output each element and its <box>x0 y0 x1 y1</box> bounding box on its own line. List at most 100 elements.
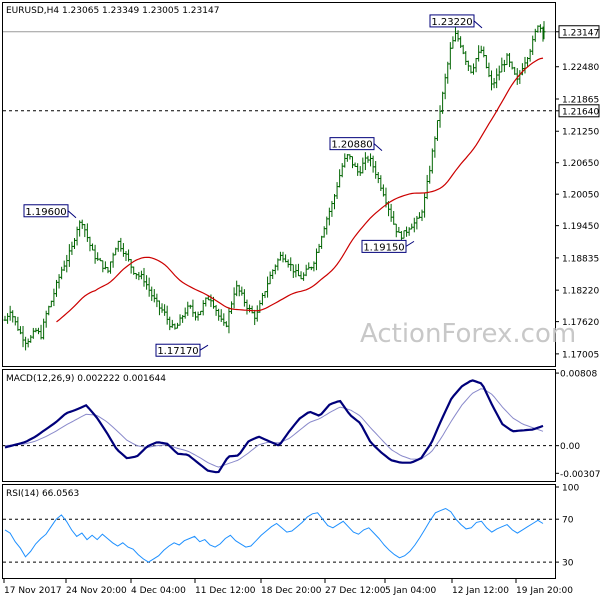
price-bar <box>83 223 87 238</box>
price-bar <box>487 62 491 78</box>
price-bar <box>78 220 82 237</box>
price-bar <box>44 310 48 328</box>
rsi-panel-frame <box>2 484 556 579</box>
price-bar <box>317 243 321 253</box>
price-callout: 1.23220 <box>429 14 483 29</box>
price-bar <box>70 241 74 255</box>
price-bar <box>495 68 499 89</box>
price-axis-tick: 1.21865 <box>555 95 599 105</box>
price-bar <box>39 324 43 340</box>
svg-text:0.00: 0.00 <box>560 442 580 452</box>
price-bar <box>103 261 107 270</box>
price-bar <box>183 307 187 319</box>
price-bar <box>219 309 223 322</box>
price-bar <box>428 165 432 184</box>
price-axis-tick: 1.18220 <box>555 287 599 297</box>
price-bar <box>165 305 169 325</box>
price-bar <box>232 287 236 309</box>
price-bar <box>217 308 221 321</box>
svg-text:19 Jan 20:00: 19 Jan 20:00 <box>516 586 573 596</box>
price-bar <box>332 193 336 210</box>
price-bar <box>490 70 494 91</box>
price-bar <box>459 36 463 48</box>
price-bar <box>402 230 406 239</box>
price-bar <box>343 153 347 168</box>
price-bar <box>407 227 411 236</box>
price-axis-marker: 1.21640 <box>555 104 600 118</box>
price-bar <box>96 252 100 261</box>
price-bar <box>502 59 506 72</box>
price-bar <box>242 289 246 307</box>
macd-signal-line <box>4 388 544 468</box>
price-bar <box>430 148 434 174</box>
price-axis-tick: 1.20650 <box>555 159 599 169</box>
price-bar <box>230 301 234 315</box>
rsi-panel-title: RSI(14) 66.0563 <box>6 489 79 499</box>
svg-text:1.19450: 1.19450 <box>562 222 599 232</box>
price-bar <box>8 305 12 321</box>
price-bar <box>271 269 275 279</box>
svg-text:18 Dec 20:00: 18 Dec 20:00 <box>261 586 322 596</box>
price-bar <box>175 322 179 329</box>
svg-text:1.19150: 1.19150 <box>363 242 404 253</box>
svg-text:-0.003078: -0.003078 <box>560 470 600 480</box>
price-bar <box>438 105 442 128</box>
svg-text:1.20880: 1.20880 <box>331 140 372 151</box>
price-bar <box>448 42 452 70</box>
price-bar <box>16 316 20 331</box>
price-bar <box>75 226 79 246</box>
price-callout: 1.17170 <box>155 343 209 357</box>
svg-text:24 Nov 20:00: 24 Nov 20:00 <box>66 586 127 596</box>
svg-text:1.18835: 1.18835 <box>562 254 599 264</box>
price-bar <box>150 286 154 301</box>
price-bar <box>127 249 131 262</box>
price-bar <box>423 193 427 218</box>
svg-text:30: 30 <box>562 559 574 569</box>
price-bar <box>340 163 344 178</box>
price-bar <box>325 216 329 235</box>
price-bar <box>13 316 17 326</box>
price-bar <box>47 305 51 316</box>
svg-text:70: 70 <box>562 516 574 526</box>
price-bar <box>312 261 316 272</box>
price-bar <box>178 314 182 326</box>
price-bar <box>531 35 535 55</box>
price-bar <box>145 275 149 290</box>
price-bar <box>199 310 203 316</box>
price-bar <box>304 264 308 277</box>
macd-axis-tick: 0.00 <box>555 442 580 452</box>
price-bar <box>466 60 470 72</box>
price-bar <box>248 304 252 313</box>
time-axis-tick: 12 Jan 12:00 <box>451 579 509 596</box>
price-callout: 1.20880 <box>329 137 383 152</box>
svg-text:1.23220: 1.23220 <box>431 17 472 28</box>
price-bar <box>98 257 102 262</box>
price-bar <box>435 119 439 141</box>
price-bar <box>3 315 7 321</box>
price-bar <box>433 136 437 158</box>
price-bar <box>227 307 231 334</box>
svg-text:1.20650: 1.20650 <box>562 159 599 169</box>
price-bar <box>160 303 164 313</box>
svg-text:0.00808: 0.00808 <box>560 370 597 380</box>
price-bar <box>369 153 373 167</box>
time-axis-tick: 17 Nov 2017 <box>3 579 62 596</box>
price-bar <box>379 175 383 192</box>
price-bar <box>245 299 249 315</box>
last-price-bar <box>542 21 546 40</box>
price-bar <box>327 207 331 226</box>
price-bar <box>42 318 46 340</box>
price-bar <box>124 251 128 261</box>
price-bar <box>397 226 401 233</box>
price-bar <box>106 267 110 274</box>
price-bar <box>330 200 334 217</box>
price-panel-title: EURUSD,H4 1.23065 1.23349 1.23005 1.2314… <box>6 6 219 16</box>
price-bar <box>474 57 478 73</box>
price-bar <box>85 223 89 242</box>
price-bar <box>60 266 64 280</box>
price-bar <box>381 184 385 197</box>
price-bar <box>188 304 192 309</box>
price-axis-tick: 1.18835 <box>555 254 599 264</box>
price-bar <box>139 270 143 280</box>
price-bar <box>54 279 58 297</box>
